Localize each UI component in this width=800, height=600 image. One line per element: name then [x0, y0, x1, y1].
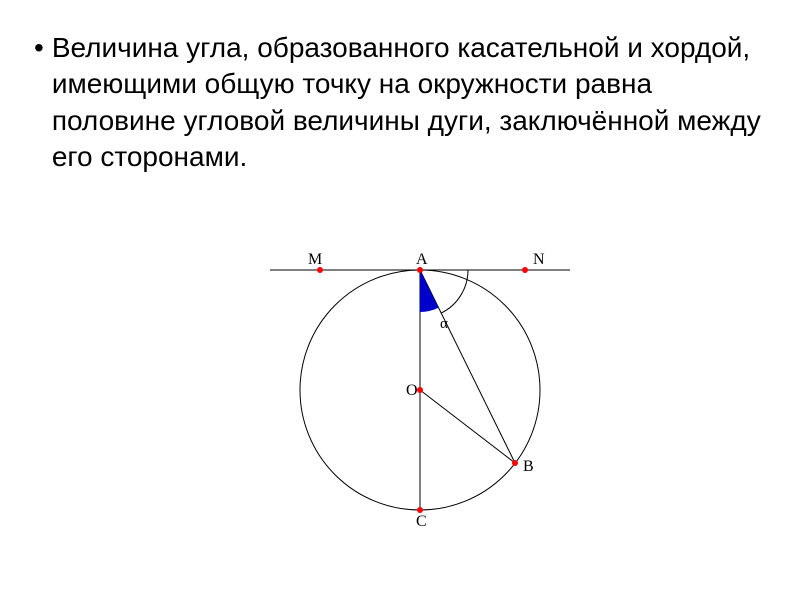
- label-C: C: [416, 513, 427, 530]
- point-O: [417, 387, 423, 393]
- label-M: M: [308, 251, 322, 268]
- angle-sector: [420, 270, 438, 312]
- label-B: B: [523, 458, 534, 475]
- label-A: A: [416, 251, 428, 268]
- angle-arc: [441, 270, 468, 313]
- label-N: N: [533, 251, 545, 268]
- point-N: [522, 267, 528, 273]
- slide-text-block: • Величина угла, образованного касательн…: [34, 30, 770, 176]
- alpha-label: α: [440, 316, 448, 332]
- point-B: [512, 460, 518, 466]
- segment-AB: [420, 270, 515, 463]
- bullet-marker: •: [34, 30, 44, 176]
- segment-OB: [420, 390, 515, 463]
- label-O: O: [406, 382, 418, 399]
- geometry-diagram: α M A N O B C: [250, 230, 590, 570]
- slide-text: Величина угла, образованного касательной…: [52, 30, 770, 176]
